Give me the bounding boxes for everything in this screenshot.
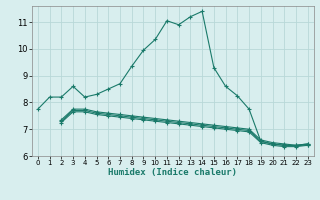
- X-axis label: Humidex (Indice chaleur): Humidex (Indice chaleur): [108, 168, 237, 177]
